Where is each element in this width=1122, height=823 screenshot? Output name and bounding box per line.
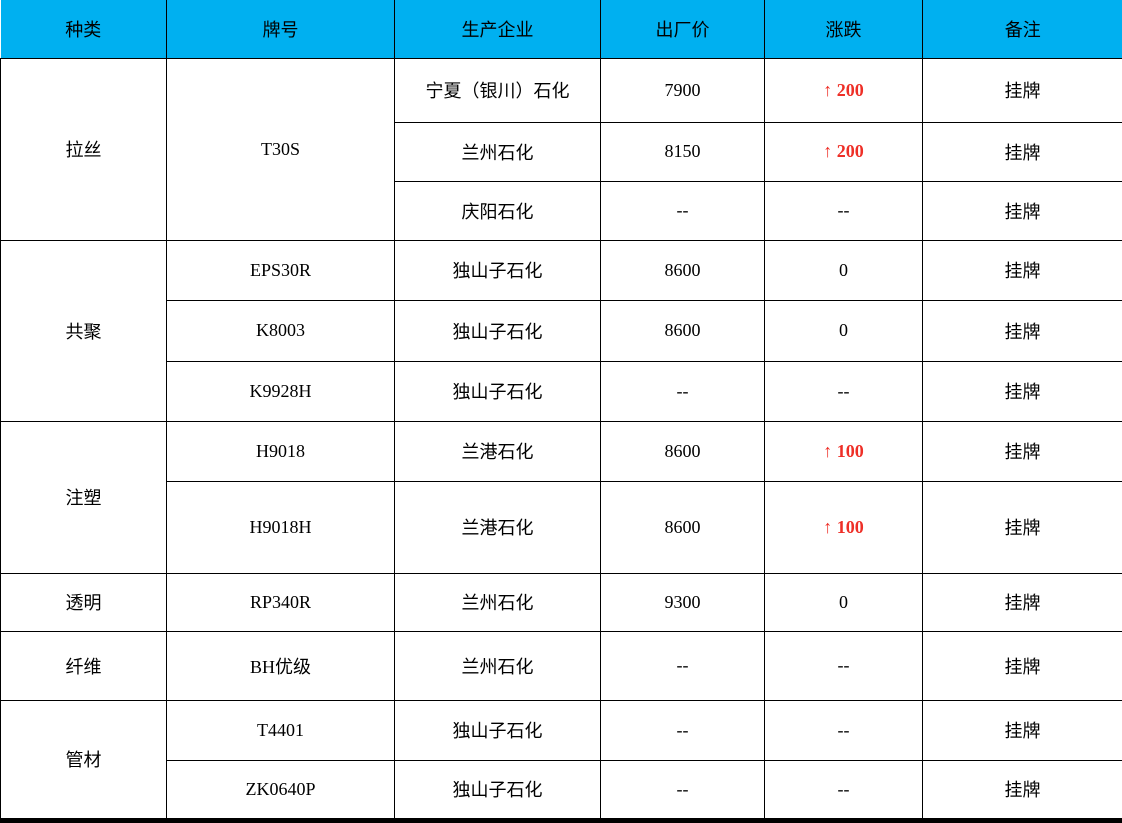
col-header-grade: 牌号: [167, 0, 395, 58]
header-row: 种类 牌号 生产企业 出厂价 涨跌 备注: [1, 0, 1122, 58]
grade-cell: H9018: [167, 421, 395, 481]
note-cell: 挂牌: [923, 122, 1122, 181]
note-cell: 挂牌: [923, 361, 1122, 421]
category-cell: 注塑: [1, 421, 167, 573]
price-cell: 8150: [601, 122, 765, 181]
grade-cell: RP340R: [167, 573, 395, 631]
category-cell: 拉丝: [1, 58, 167, 240]
change-cell: 0: [765, 573, 923, 631]
change-cell: ↑ 200: [765, 58, 923, 122]
price-cell: 7900: [601, 58, 765, 122]
producer-cell: 兰州石化: [395, 122, 601, 181]
grade-cell: H9018H: [167, 481, 395, 573]
change-cell: 0: [765, 240, 923, 300]
producer-cell: 兰州石化: [395, 631, 601, 700]
table-row: H9018H 兰港石化 8600 ↑ 100 挂牌: [1, 481, 1122, 573]
grade-cell: T4401: [167, 700, 395, 760]
producer-cell: 宁夏（银川）石化: [395, 58, 601, 122]
note-cell: 挂牌: [923, 700, 1122, 760]
change-cell: --: [765, 760, 923, 818]
grade-cell: ZK0640P: [167, 760, 395, 818]
producer-cell: 兰港石化: [395, 481, 601, 573]
grade-cell: K8003: [167, 300, 395, 361]
table-row: K8003 独山子石化 8600 0 挂牌: [1, 300, 1122, 361]
table-body: 拉丝 T30S 宁夏（银川）石化 7900 ↑ 200 挂牌 兰州石化 8150…: [1, 58, 1122, 818]
table-row: 注塑 H9018 兰港石化 8600 ↑ 100 挂牌: [1, 421, 1122, 481]
grade-cell: K9928H: [167, 361, 395, 421]
price-cell: --: [601, 700, 765, 760]
change-cell: --: [765, 631, 923, 700]
grade-cell: BH优级: [167, 631, 395, 700]
category-cell: 纤维: [1, 631, 167, 700]
producer-cell: 独山子石化: [395, 240, 601, 300]
change-cell: 0: [765, 300, 923, 361]
category-cell: 管材: [1, 700, 167, 818]
col-header-note: 备注: [923, 0, 1122, 58]
producer-cell: 独山子石化: [395, 361, 601, 421]
price-cell: 8600: [601, 240, 765, 300]
price-cell: --: [601, 181, 765, 240]
table-row: ZK0640P 独山子石化 -- -- 挂牌: [1, 760, 1122, 818]
col-header-change: 涨跌: [765, 0, 923, 58]
table-row: 共聚 EPS30R 独山子石化 8600 0 挂牌: [1, 240, 1122, 300]
price-cell: --: [601, 631, 765, 700]
price-cell: --: [601, 361, 765, 421]
change-cell: ↑ 100: [765, 421, 923, 481]
producer-cell: 兰州石化: [395, 573, 601, 631]
change-cell: ↑ 100: [765, 481, 923, 573]
producer-cell: 独山子石化: [395, 700, 601, 760]
grade-cell: EPS30R: [167, 240, 395, 300]
col-header-producer: 生产企业: [395, 0, 601, 58]
table-row: K9928H 独山子石化 -- -- 挂牌: [1, 361, 1122, 421]
note-cell: 挂牌: [923, 481, 1122, 573]
category-cell: 共聚: [1, 240, 167, 421]
price-cell: --: [601, 760, 765, 818]
category-cell: 透明: [1, 573, 167, 631]
table-row: 纤维 BH优级 兰州石化 -- -- 挂牌: [1, 631, 1122, 700]
note-cell: 挂牌: [923, 240, 1122, 300]
change-cell: --: [765, 181, 923, 240]
note-cell: 挂牌: [923, 300, 1122, 361]
grade-cell: T30S: [167, 58, 395, 240]
change-cell: --: [765, 700, 923, 760]
col-header-category: 种类: [1, 0, 167, 58]
price-cell: 8600: [601, 421, 765, 481]
producer-cell: 兰港石化: [395, 421, 601, 481]
note-cell: 挂牌: [923, 181, 1122, 240]
table-row: 透明 RP340R 兰州石化 9300 0 挂牌: [1, 573, 1122, 631]
change-cell: ↑ 200: [765, 122, 923, 181]
col-header-price: 出厂价: [601, 0, 765, 58]
change-cell: --: [765, 361, 923, 421]
producer-cell: 庆阳石化: [395, 181, 601, 240]
table-row: 管材 T4401 独山子石化 -- -- 挂牌: [1, 700, 1122, 760]
price-cell: 8600: [601, 300, 765, 361]
table-header: 种类 牌号 生产企业 出厂价 涨跌 备注: [1, 0, 1122, 58]
price-cell: 8600: [601, 481, 765, 573]
price-cell: 9300: [601, 573, 765, 631]
table-row: 拉丝 T30S 宁夏（银川）石化 7900 ↑ 200 挂牌: [1, 58, 1122, 122]
note-cell: 挂牌: [923, 421, 1122, 481]
producer-cell: 独山子石化: [395, 760, 601, 818]
note-cell: 挂牌: [923, 573, 1122, 631]
note-cell: 挂牌: [923, 760, 1122, 818]
note-cell: 挂牌: [923, 58, 1122, 122]
producer-cell: 独山子石化: [395, 300, 601, 361]
note-cell: 挂牌: [923, 631, 1122, 700]
